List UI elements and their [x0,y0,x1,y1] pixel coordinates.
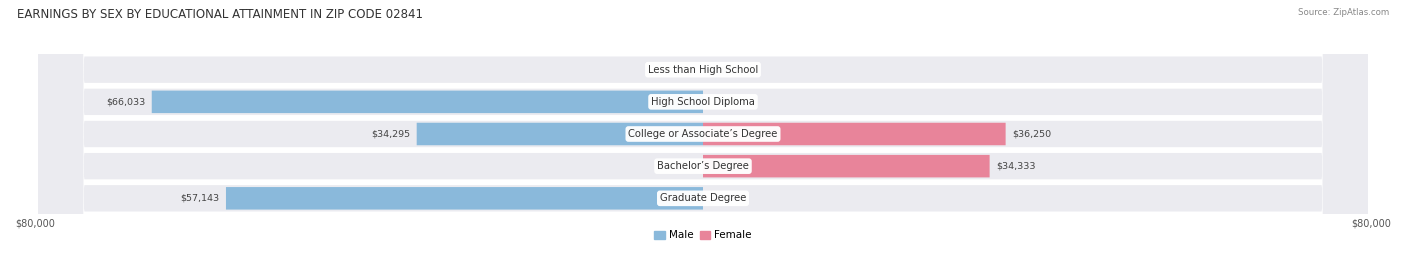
Text: $36,250: $36,250 [1012,129,1052,139]
FancyBboxPatch shape [703,123,1005,145]
Text: Graduate Degree: Graduate Degree [659,193,747,203]
Text: $66,033: $66,033 [105,97,145,106]
Text: $0: $0 [675,65,686,74]
Text: $57,143: $57,143 [180,194,219,203]
FancyBboxPatch shape [38,0,1368,268]
Text: $0: $0 [720,65,731,74]
FancyBboxPatch shape [703,155,990,177]
FancyBboxPatch shape [38,0,1368,268]
FancyBboxPatch shape [38,0,1368,268]
Text: $34,333: $34,333 [997,162,1036,171]
Text: High School Diploma: High School Diploma [651,97,755,107]
FancyBboxPatch shape [38,0,1368,268]
FancyBboxPatch shape [152,91,703,113]
Legend: Male, Female: Male, Female [650,226,756,245]
Text: Source: ZipAtlas.com: Source: ZipAtlas.com [1298,8,1389,17]
Text: EARNINGS BY SEX BY EDUCATIONAL ATTAINMENT IN ZIP CODE 02841: EARNINGS BY SEX BY EDUCATIONAL ATTAINMEN… [17,8,423,21]
FancyBboxPatch shape [38,0,1368,268]
Text: Less than High School: Less than High School [648,65,758,75]
Text: $0: $0 [720,194,731,203]
Text: College or Associate’s Degree: College or Associate’s Degree [628,129,778,139]
Text: $0: $0 [720,97,731,106]
FancyBboxPatch shape [226,187,703,210]
Text: $34,295: $34,295 [371,129,411,139]
Text: Bachelor’s Degree: Bachelor’s Degree [657,161,749,171]
Text: $0: $0 [675,162,686,171]
FancyBboxPatch shape [416,123,703,145]
